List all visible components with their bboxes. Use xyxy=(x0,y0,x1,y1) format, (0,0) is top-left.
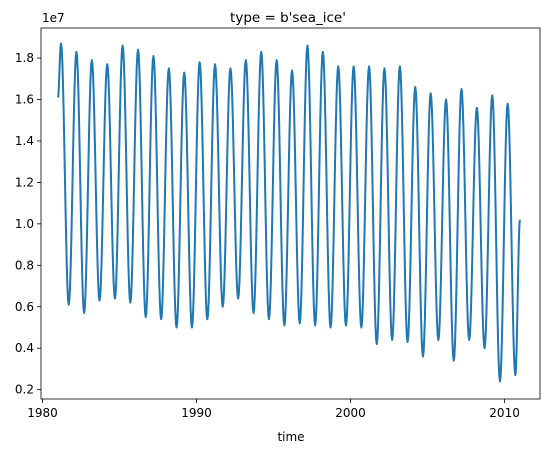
x-tick-label: 2000 xyxy=(335,406,366,420)
x-tick-label: 1980 xyxy=(27,406,58,420)
y-tick-label: 0.4 xyxy=(15,341,34,355)
x-tick-label: 2010 xyxy=(489,406,520,420)
plot-frame xyxy=(40,27,541,400)
y-tick-label: 0.2 xyxy=(15,383,34,397)
x-axis: 1980 1990 2000 2010 xyxy=(27,399,520,420)
y-tick-label: 1.6 xyxy=(15,93,34,107)
y-tick-label: 1.4 xyxy=(15,134,34,148)
series-line xyxy=(56,42,521,383)
y-tick-label: 0.8 xyxy=(15,258,34,272)
y-tick-label: 1.8 xyxy=(15,51,34,65)
y-axis: 0.2 0.4 0.6 0.8 1.0 1.2 1.4 1.6 1.8 xyxy=(15,51,41,397)
y-tick-label: 0.6 xyxy=(15,300,34,314)
y-tick-label: 1.2 xyxy=(15,175,34,189)
chart-title: type = b'sea_ice' xyxy=(230,10,346,26)
x-axis-label: time xyxy=(277,430,304,444)
y-tick-label: 1.0 xyxy=(15,217,34,231)
x-tick-label: 1990 xyxy=(181,406,212,420)
y-axis-offset-label: 1e7 xyxy=(42,11,65,25)
